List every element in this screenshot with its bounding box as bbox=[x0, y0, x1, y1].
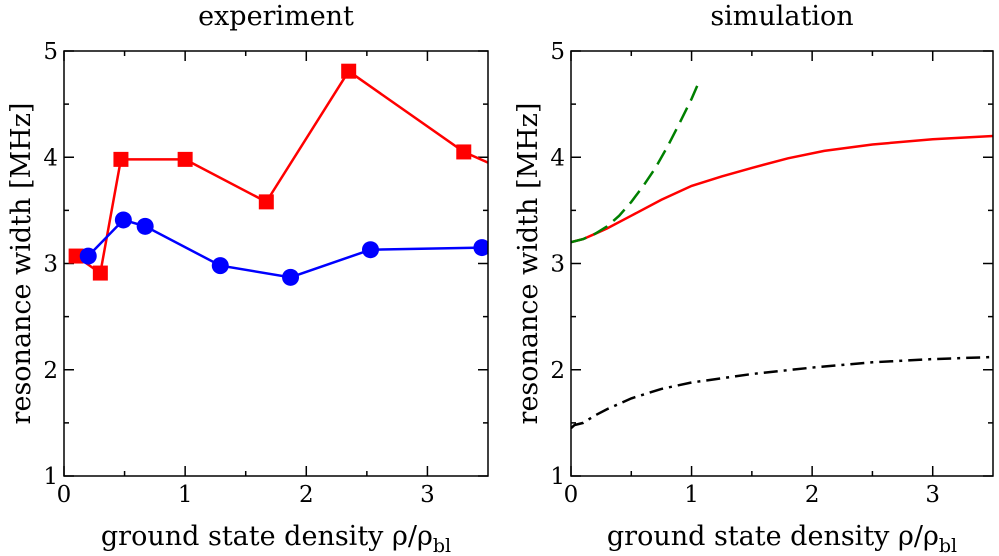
x-tick-label: 3 bbox=[925, 482, 940, 508]
x-axis-label-main: ground state density ρ/ρ bbox=[607, 521, 939, 552]
data-point-square bbox=[456, 144, 472, 160]
y-tick-label: 4 bbox=[43, 145, 58, 171]
data-point-square bbox=[177, 151, 193, 167]
data-point-circle bbox=[79, 247, 97, 265]
y-tick-label: 3 bbox=[550, 252, 565, 278]
y-tick-label: 3 bbox=[43, 252, 58, 278]
data-point-circle bbox=[361, 241, 379, 259]
y-axis-label: resonance width [MHz] bbox=[513, 103, 544, 425]
x-axis-label: ground state density ρ/ρbl bbox=[101, 521, 451, 556]
y-tick-label: 1 bbox=[550, 464, 565, 490]
x-tick-label: 1 bbox=[684, 482, 699, 508]
data-point-square bbox=[258, 194, 274, 210]
data-point-square bbox=[341, 63, 357, 79]
series-line-2 bbox=[571, 84, 699, 244]
data-point-circle bbox=[282, 268, 300, 286]
x-axis-label: ground state density ρ/ρbl bbox=[607, 521, 957, 556]
x-tick-label: 0 bbox=[564, 482, 579, 508]
series-line-1 bbox=[75, 69, 488, 276]
data-point-square bbox=[68, 248, 84, 264]
y-tick-label: 5 bbox=[550, 39, 565, 65]
series-line-3 bbox=[571, 355, 993, 430]
plot-frame bbox=[570, 50, 994, 477]
series-line-1 bbox=[571, 134, 993, 244]
chart-title: experiment bbox=[198, 1, 354, 32]
y-tick-label: 5 bbox=[43, 39, 58, 65]
x-axis-label-subscript: bl bbox=[939, 535, 957, 556]
data-point-square bbox=[92, 265, 108, 281]
x-tick-label: 2 bbox=[805, 482, 820, 508]
x-tick-label: 0 bbox=[57, 482, 72, 508]
y-tick-label: 4 bbox=[550, 145, 565, 171]
x-tick-label: 2 bbox=[299, 482, 314, 508]
data-point-circle bbox=[114, 211, 132, 229]
y-tick-label: 1 bbox=[43, 464, 58, 490]
chart-title: simulation bbox=[710, 1, 853, 32]
data-point-square bbox=[113, 151, 129, 167]
y-axis-label: resonance width [MHz] bbox=[6, 103, 37, 425]
x-tick-label: 3 bbox=[420, 482, 435, 508]
y-tick-label: 2 bbox=[550, 358, 565, 384]
plot-frame bbox=[63, 50, 489, 477]
data-point-circle bbox=[473, 239, 488, 257]
data-point-circle bbox=[136, 217, 154, 235]
data-point-circle bbox=[211, 257, 229, 275]
x-axis-label-subscript: bl bbox=[433, 535, 451, 556]
y-tick-label: 2 bbox=[43, 358, 58, 384]
x-axis-label-main: ground state density ρ/ρ bbox=[101, 521, 433, 552]
x-tick-label: 1 bbox=[178, 482, 193, 508]
